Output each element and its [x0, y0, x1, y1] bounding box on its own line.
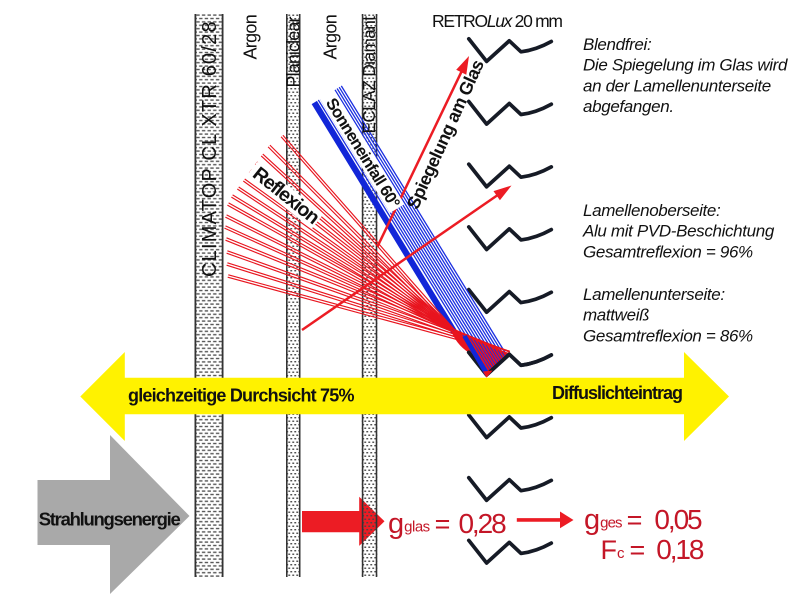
svg-text:Lamellenunterseite:: Lamellenunterseite: — [583, 285, 725, 304]
svg-text:CLIMATOP CL XTR 60/28: CLIMATOP CL XTR 60/28 — [199, 20, 221, 277]
svg-text:Argon: Argon — [321, 15, 341, 60]
svg-text:gleichzeitige Durchsicht 75%: gleichzeitige Durchsicht 75% — [128, 386, 354, 406]
svg-text:an der Lamellenunterseite: an der Lamellenunterseite — [583, 76, 771, 95]
svg-text:Diffuslichteintrag: Diffuslichteintrag — [552, 383, 682, 403]
svg-text:mattweiß: mattweiß — [583, 306, 649, 325]
svg-text:RETROLux 20 mm: RETROLux 20 mm — [432, 11, 562, 31]
svg-text:Die Spiegelung im Glas wird: Die Spiegelung im Glas wird — [583, 56, 788, 75]
svg-text:Planiclear: Planiclear — [284, 17, 304, 88]
svg-text:Gesamtreflexion = 86%: Gesamtreflexion = 86% — [583, 326, 753, 345]
svg-text:Argon: Argon — [241, 15, 261, 60]
svg-text:Blendfrei:: Blendfrei: — [583, 35, 652, 54]
svg-text:ECLAZ Diamant: ECLAZ Diamant — [359, 16, 379, 134]
svg-text:Strahlungsenergie: Strahlungsenergie — [39, 509, 181, 530]
svg-text:abgefangen.: abgefangen. — [583, 97, 674, 116]
svg-text:Gesamtreflexion = 96%: Gesamtreflexion = 96% — [583, 242, 753, 261]
svg-text:Lamellenoberseite:: Lamellenoberseite: — [583, 201, 721, 220]
svg-text:Alu mit PVD-Beschichtung: Alu mit PVD-Beschichtung — [582, 222, 775, 241]
svg-text:gglas=0,28: gglas = 0,28 — [388, 508, 506, 540]
